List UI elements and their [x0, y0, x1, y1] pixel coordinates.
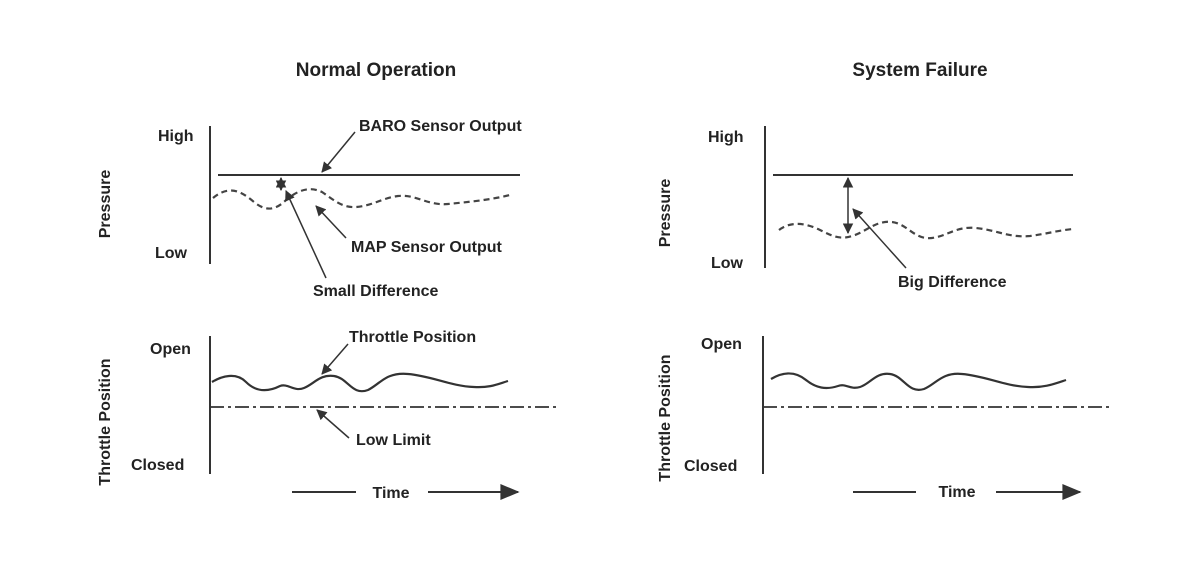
failure-diff-callout	[852, 208, 907, 269]
failure-throttle-chart: Throttle Position Open Closed Time	[657, 336, 1112, 501]
normal-pressure-chart: Pressure High Low BARO Sensor Output MAP…	[97, 118, 522, 300]
normal-map-line	[212, 188, 511, 210]
normal-map-label: MAP Sensor Output	[351, 239, 502, 256]
failure-title: System Failure	[852, 60, 987, 81]
normal-pressure-axis-label: Pressure	[97, 170, 114, 239]
normal-throttle-label: Throttle Position	[349, 329, 476, 346]
failure-low-label: Low	[711, 255, 744, 272]
normal-throttle-chart: Throttle Position Open Closed Throttle P…	[97, 329, 560, 502]
system-failure-panel: System Failure Pressure High Low Big Dif…	[657, 60, 1112, 501]
failure-high-label: High	[708, 129, 744, 146]
normal-low-label: Low	[155, 245, 188, 262]
normal-throttle-callout	[321, 343, 349, 375]
normal-operation-panel: Normal Operation Pressure High Low BARO …	[97, 60, 560, 502]
failure-pressure-axis-label: Pressure	[657, 179, 674, 248]
normal-title: Normal Operation	[296, 60, 456, 81]
failure-closed-label: Closed	[684, 458, 737, 475]
normal-diff-label: Small Difference	[313, 283, 438, 300]
failure-map-line	[778, 220, 1074, 240]
failure-throttle-axis-label: Throttle Position	[657, 354, 674, 481]
normal-open-label: Open	[150, 341, 191, 358]
normal-low-limit-callout	[316, 409, 350, 439]
normal-map-callout	[315, 205, 347, 239]
failure-time-label: Time	[938, 484, 975, 501]
normal-baro-callout	[321, 131, 356, 173]
failure-open-label: Open	[701, 336, 742, 353]
normal-throttle-line	[211, 372, 509, 393]
normal-low-limit-label: Low Limit	[356, 432, 431, 449]
failure-throttle-line	[770, 372, 1067, 391]
failure-pressure-chart: Pressure High Low Big Difference	[657, 126, 1074, 291]
normal-throttle-axis-label: Throttle Position	[97, 358, 114, 485]
normal-diff-callout	[285, 190, 327, 279]
normal-closed-label: Closed	[131, 457, 184, 474]
failure-diff-label: Big Difference	[898, 274, 1007, 291]
normal-high-label: High	[158, 128, 194, 145]
normal-time-label: Time	[372, 485, 409, 502]
normal-baro-label: BARO Sensor Output	[359, 118, 522, 135]
